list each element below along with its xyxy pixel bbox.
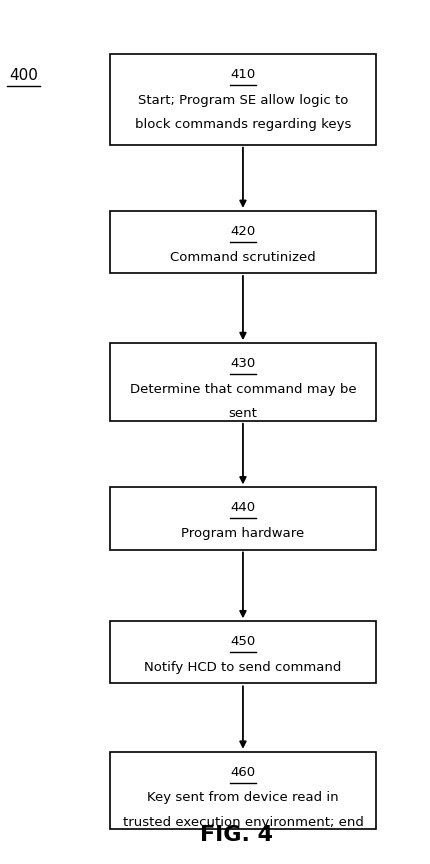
Text: Command scrutinized: Command scrutinized [170, 251, 316, 264]
Text: 460: 460 [230, 766, 255, 778]
FancyBboxPatch shape [110, 343, 376, 421]
Text: sent: sent [228, 407, 258, 420]
FancyBboxPatch shape [110, 54, 376, 145]
Text: Key sent from device read in: Key sent from device read in [147, 791, 339, 804]
Text: FIG. 4: FIG. 4 [200, 825, 273, 845]
Text: Program hardware: Program hardware [181, 527, 304, 540]
FancyBboxPatch shape [110, 621, 376, 683]
Text: 400: 400 [9, 67, 38, 83]
FancyBboxPatch shape [110, 211, 376, 273]
Text: 420: 420 [230, 225, 255, 238]
Text: Notify HCD to send command: Notify HCD to send command [144, 661, 342, 674]
Text: Start; Program SE allow logic to: Start; Program SE allow logic to [138, 94, 348, 107]
Text: block commands regarding keys: block commands regarding keys [135, 118, 351, 131]
Text: 450: 450 [230, 635, 255, 648]
Text: trusted execution environment; end: trusted execution environment; end [123, 816, 363, 829]
FancyBboxPatch shape [110, 487, 376, 550]
Text: Determine that command may be: Determine that command may be [129, 383, 356, 396]
FancyBboxPatch shape [110, 752, 376, 829]
Text: 430: 430 [230, 357, 255, 370]
Text: 410: 410 [230, 68, 255, 81]
Text: 440: 440 [230, 501, 255, 514]
